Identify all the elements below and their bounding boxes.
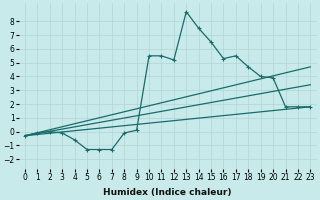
X-axis label: Humidex (Indice chaleur): Humidex (Indice chaleur) bbox=[103, 188, 232, 197]
